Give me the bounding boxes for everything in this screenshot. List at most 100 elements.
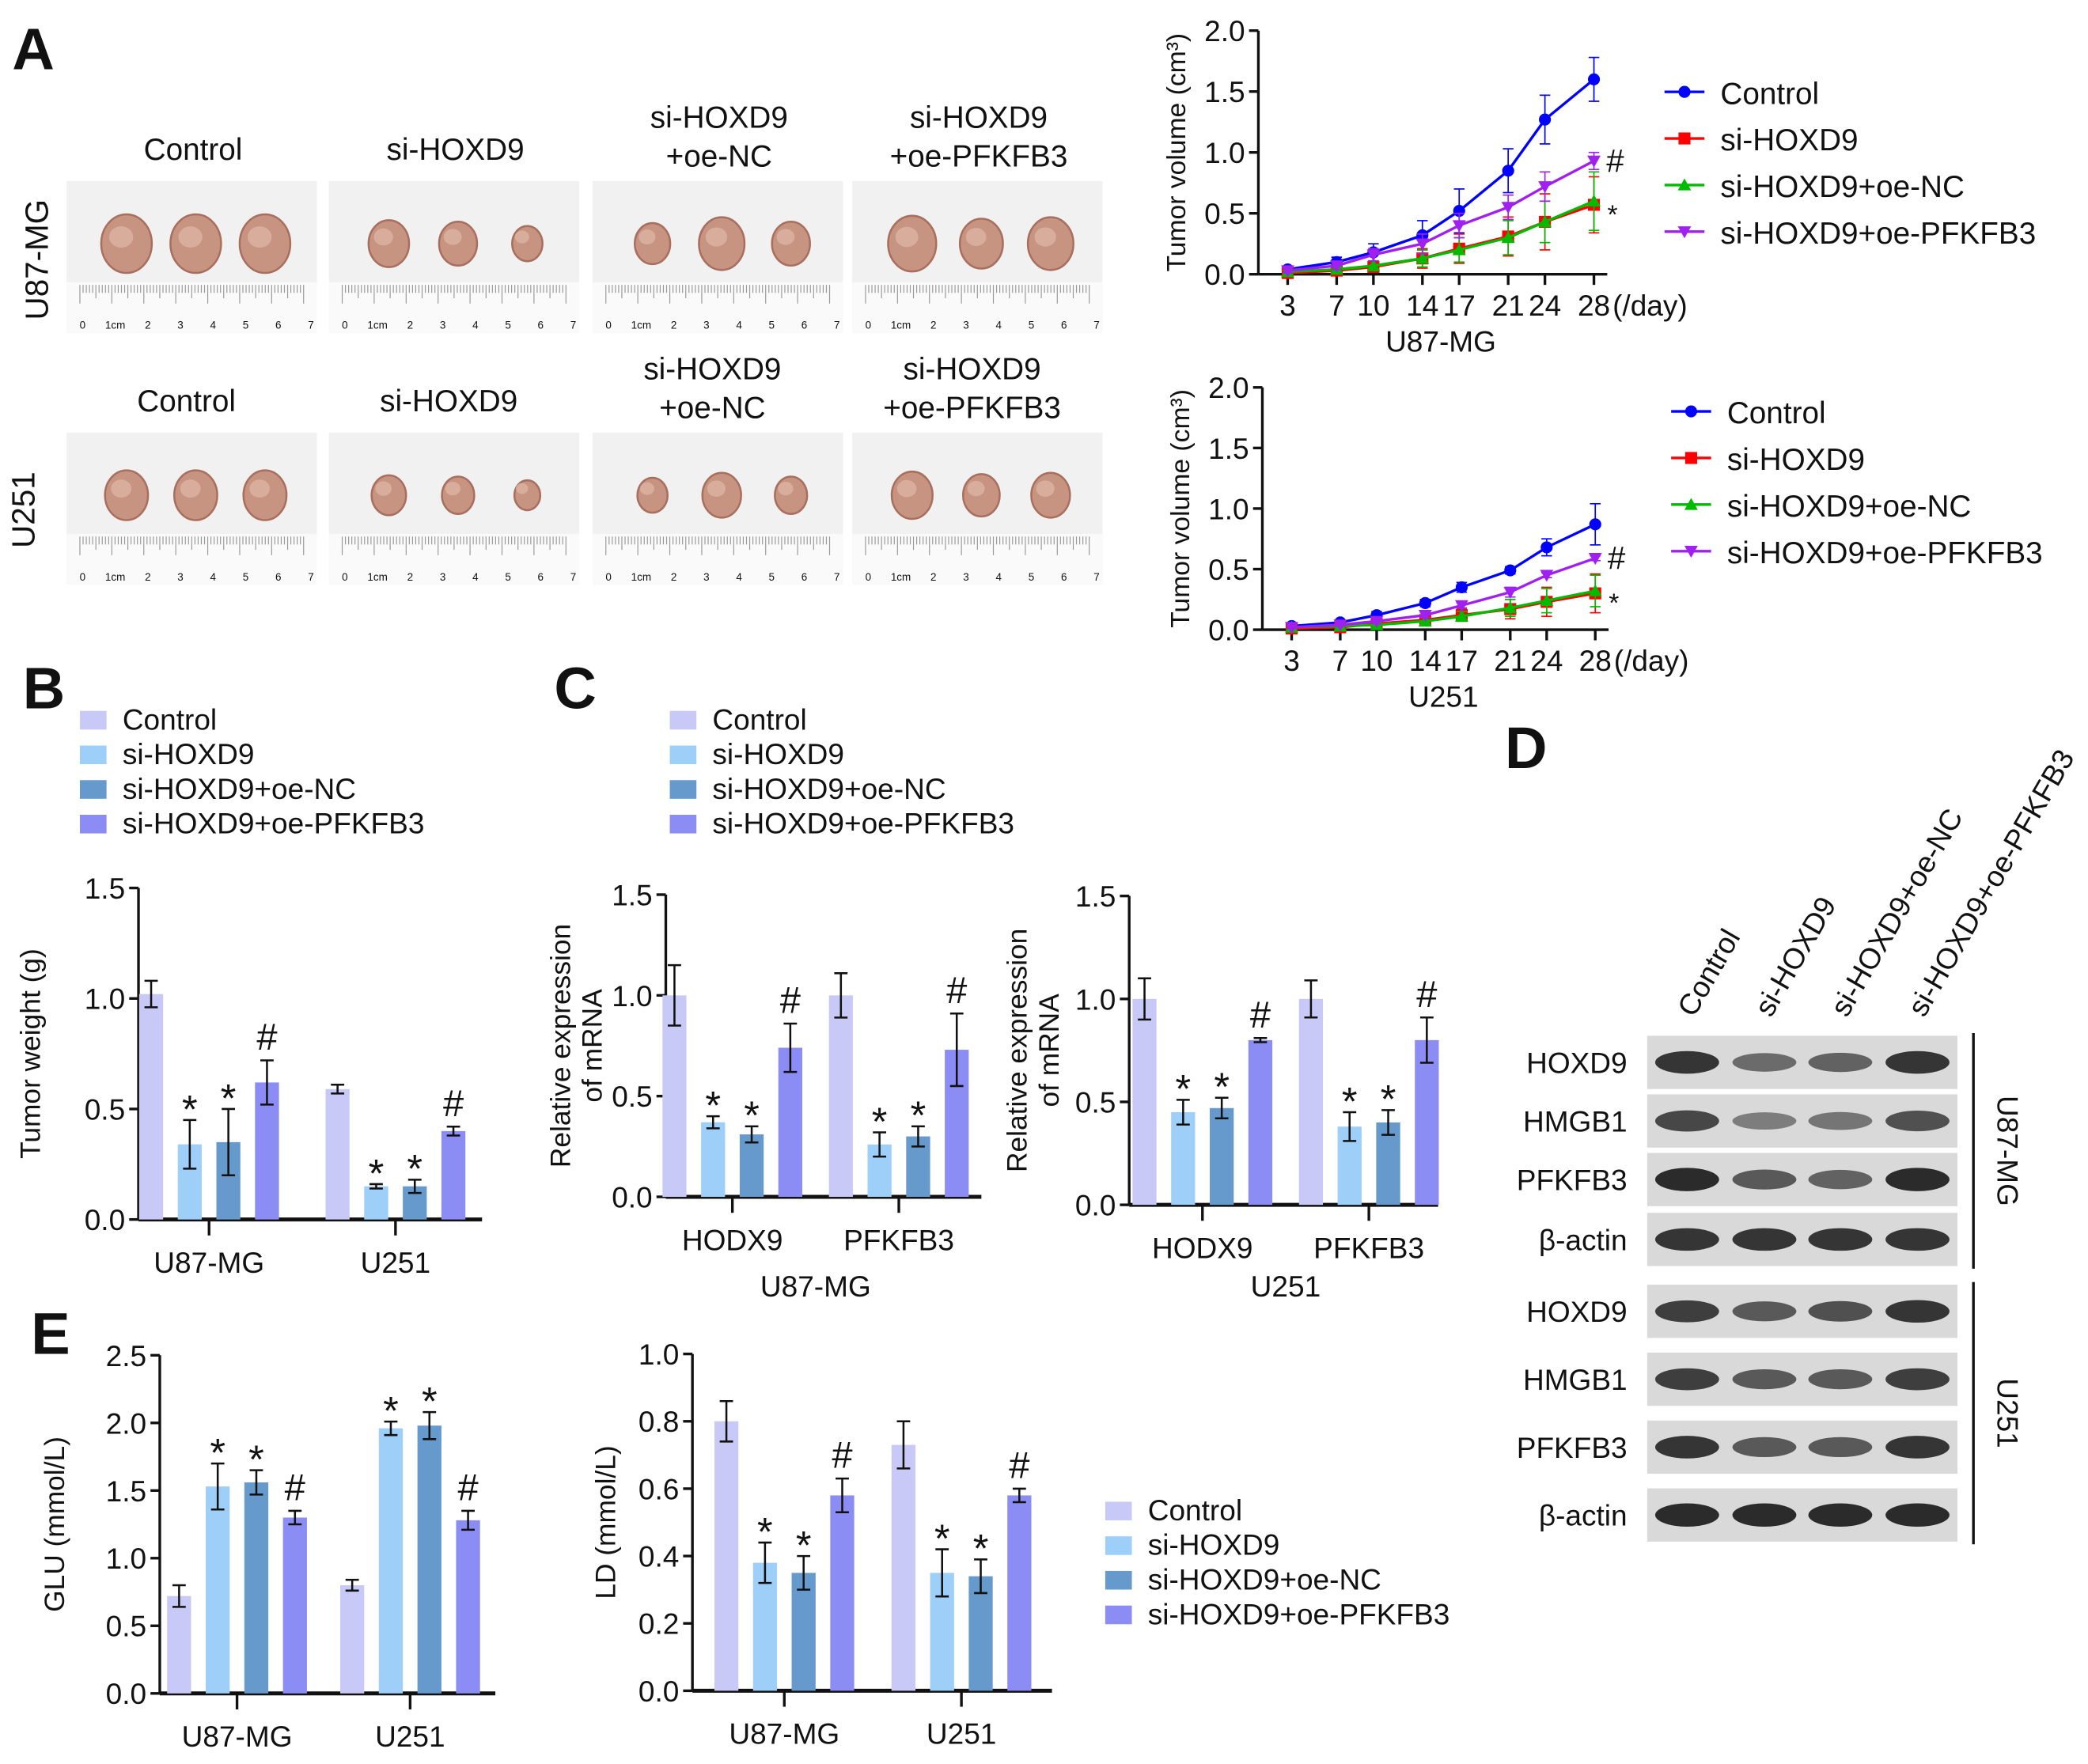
tumor-highlight <box>965 228 987 247</box>
ruler-label: 7 <box>570 320 576 331</box>
ruler-label: 0 <box>80 571 85 583</box>
tumor <box>774 475 809 515</box>
protein-band <box>1732 1112 1797 1130</box>
ruler-label: 6 <box>538 571 544 583</box>
tumor-highlight <box>180 479 201 498</box>
ruler-label: 3 <box>703 320 709 331</box>
ruler-label: 6 <box>1061 320 1067 331</box>
ruler-label: 7 <box>1093 571 1099 583</box>
series-0 <box>1281 73 1601 276</box>
bar <box>417 1425 441 1694</box>
photo-col-label: +oe-NC <box>666 139 772 173</box>
bar <box>1248 1039 1273 1206</box>
photo-col-label: Control <box>137 384 236 418</box>
protein-band <box>1732 1301 1797 1322</box>
bar <box>1007 1495 1032 1691</box>
ruler-label: 6 <box>801 320 807 331</box>
x-tick-label: PFKFB3 <box>843 1223 954 1256</box>
ruler-label: 0 <box>342 571 347 583</box>
tumor-photo <box>328 432 580 585</box>
ruler-label: 7 <box>834 320 839 331</box>
ruler-label: 5 <box>1029 571 1034 583</box>
protein-band <box>1654 1110 1719 1132</box>
photo-col-label: si-HOXD9 <box>380 384 517 418</box>
tumor-highlight <box>443 229 462 245</box>
x-axis-label: U251 <box>1408 680 1479 714</box>
x-tick-label: HODX9 <box>682 1223 783 1256</box>
bar <box>828 995 853 1198</box>
ruler-label: 1cm <box>105 571 125 583</box>
bar <box>441 1130 466 1220</box>
ruler-label: 4 <box>210 320 217 331</box>
ruler-label: 3 <box>440 571 445 583</box>
significance-star: * <box>407 1146 423 1191</box>
bar <box>340 1584 365 1694</box>
protein-band <box>1885 1168 1950 1191</box>
ruler-label: 2 <box>930 320 936 331</box>
protein-band <box>1654 1503 1719 1527</box>
y-tick-label: 1.5 <box>85 872 125 905</box>
y-tick-label: 0.5 <box>612 1080 652 1113</box>
ruler-label: 4 <box>736 320 742 331</box>
x-tick-label: PFKFB3 <box>1313 1231 1424 1264</box>
ruler-label: 5 <box>769 571 775 583</box>
y-axis-label: Tumor volume (cm³) <box>1166 389 1196 628</box>
x-tick-label: 14 <box>1406 289 1438 322</box>
y-axis-label: Relative expression <box>545 924 576 1168</box>
tumor-highlight <box>445 482 460 496</box>
y-tick-label: 0.5 <box>106 1610 146 1643</box>
protein-band <box>1808 1052 1873 1073</box>
legend-label: Control <box>1148 1493 1242 1527</box>
bar <box>968 1576 993 1691</box>
bar <box>1376 1122 1400 1206</box>
protein-label: HMGB1 <box>1523 1363 1628 1396</box>
legend-label: si-HOXD9+oe-NC <box>1727 490 1971 524</box>
tumor <box>438 220 479 267</box>
legend-swatch <box>79 780 107 799</box>
y-axis-label: Tumor volume (cm³) <box>1162 33 1192 272</box>
significance-star: * <box>1214 1064 1230 1109</box>
y-tick-label: 0.8 <box>639 1405 679 1438</box>
ruler-label: 6 <box>275 571 281 583</box>
protein-label: HMGB1 <box>1523 1105 1628 1138</box>
ruler-label: 1cm <box>367 320 387 331</box>
ruler-label: 4 <box>472 320 479 331</box>
y-tick-label: 2.0 <box>1204 14 1245 47</box>
photo-col-label: si-HOXD9 <box>387 133 525 167</box>
x-tick-label: U87-MG <box>182 1720 293 1753</box>
protein-label: PFKFB3 <box>1517 1164 1628 1197</box>
ruler-label: 0 <box>866 571 871 583</box>
legend-label: si-HOXD9+oe-NC <box>1720 170 1964 204</box>
tumor-highlight <box>895 226 919 248</box>
protein-band <box>1732 1368 1797 1390</box>
marker-triangle-down <box>1684 546 1698 558</box>
y-tick-label: 0.4 <box>639 1540 679 1573</box>
bar <box>1132 998 1157 1206</box>
legend-swatch <box>669 814 697 834</box>
photo-col-label: Control <box>144 133 243 167</box>
tumor-highlight <box>516 483 529 494</box>
legend-swatch <box>1105 1605 1132 1625</box>
tumor-photo <box>328 180 580 333</box>
y-tick-label: 0.0 <box>1075 1189 1116 1222</box>
tumor-photo <box>592 432 843 585</box>
protein-band <box>1885 1050 1950 1074</box>
y-tick-label: 0.0 <box>1204 258 1245 291</box>
y-axis-label: GLU (mmol/L) <box>40 1437 70 1612</box>
legend-label: si-HOXD9+oe-PFKFB3 <box>712 807 1014 840</box>
legend-label: si-HOXD9 <box>712 737 844 770</box>
significance-hash: # <box>780 979 801 1021</box>
protein-band <box>1808 1169 1873 1190</box>
ruler-label: 7 <box>834 571 839 583</box>
bar <box>364 1186 388 1220</box>
photo-col-label: +oe-PFKFB3 <box>890 139 1068 173</box>
tumor <box>771 220 811 267</box>
tumor <box>701 471 742 519</box>
x-tick-label: 28 <box>1578 289 1610 322</box>
bar <box>1171 1111 1196 1206</box>
ruler-label: 0 <box>605 320 611 331</box>
ruler-label: 2 <box>930 571 936 583</box>
y-tick-label: 0.0 <box>612 1180 652 1213</box>
tumor <box>636 476 669 514</box>
